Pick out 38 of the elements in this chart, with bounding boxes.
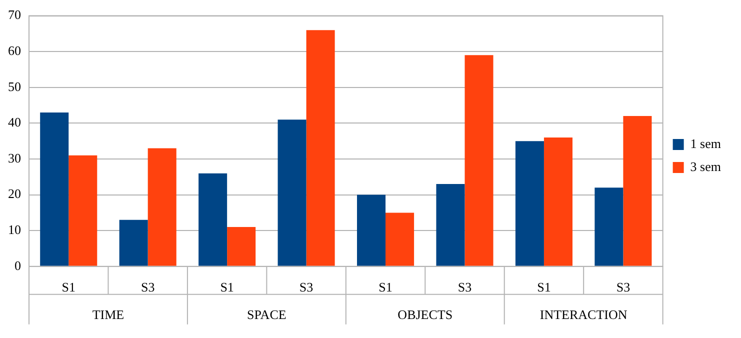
bar — [623, 116, 652, 266]
x-tick-label: S1 — [537, 280, 551, 295]
bar — [148, 148, 176, 266]
bar — [436, 184, 465, 266]
bar — [227, 227, 256, 266]
x-tick-label: S1 — [378, 280, 392, 295]
text: OBJECTS — [398, 306, 453, 322]
bar — [198, 173, 228, 266]
x-tick-label: S1 — [220, 280, 234, 295]
y-tick-label: 0 — [14, 258, 21, 273]
legend-label: 3 sem — [690, 158, 722, 174]
text: INTERACTION — [540, 306, 628, 322]
text: TIME — [92, 306, 124, 322]
bar — [594, 188, 624, 266]
bar — [119, 220, 148, 266]
y-tick-label: 60 — [8, 43, 21, 58]
bar — [356, 194, 386, 266]
y-tick-label: 30 — [8, 150, 21, 166]
bar — [544, 138, 572, 266]
y-tick-label: 70 — [8, 7, 21, 22]
y-tick-label: 20 — [8, 186, 21, 202]
y-tick-label: 40 — [8, 114, 21, 130]
bar — [306, 30, 335, 266]
bar — [68, 155, 98, 266]
y-tick-label: 10 — [8, 222, 21, 238]
x-tick-label: S3 — [140, 280, 155, 295]
legend-label: 1 sem — [690, 136, 722, 151]
x-tick-label: S3 — [458, 280, 472, 295]
bar — [278, 120, 306, 266]
bar — [515, 141, 544, 266]
x-tick-label: S1 — [62, 280, 76, 295]
y-tick-label: 50 — [8, 78, 21, 94]
text: SPACE — [247, 306, 286, 322]
x-tick-label: S3 — [299, 280, 314, 295]
bar — [40, 112, 69, 266]
bar — [464, 55, 494, 266]
x-tick-label: S3 — [616, 280, 630, 295]
bar — [386, 212, 414, 266]
